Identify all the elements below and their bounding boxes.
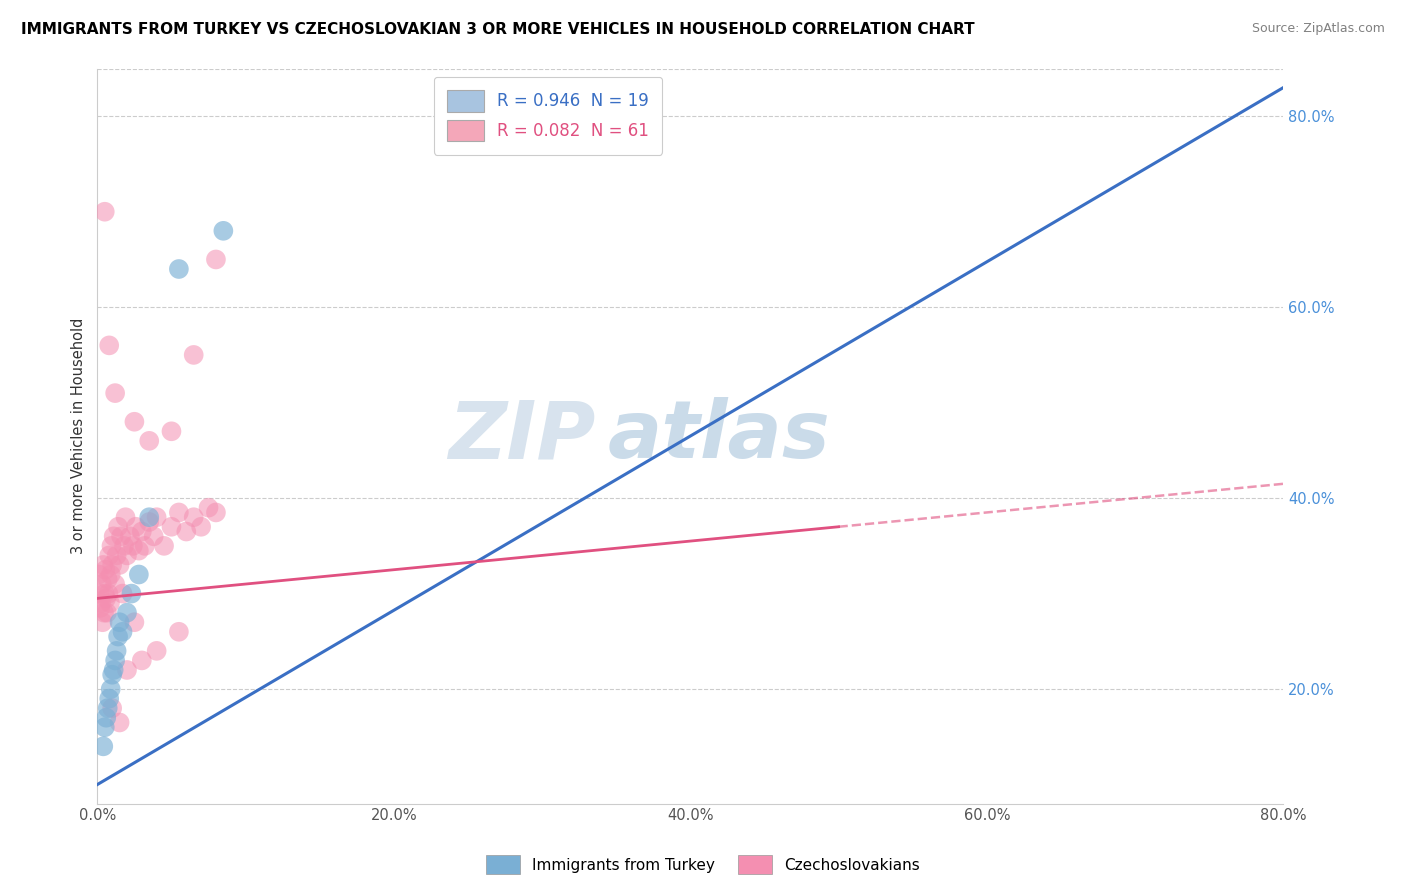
Legend: R = 0.946  N = 19, R = 0.082  N = 61: R = 0.946 N = 19, R = 0.082 N = 61 — [433, 77, 662, 154]
Point — [91, 739, 114, 754]
Point — [105, 644, 128, 658]
Point — [134, 539, 156, 553]
Point — [115, 606, 138, 620]
Point — [94, 586, 117, 600]
Point — [120, 586, 142, 600]
Point — [91, 558, 114, 572]
Point — [104, 386, 127, 401]
Point — [100, 681, 122, 696]
Point — [105, 549, 128, 563]
Point — [160, 520, 183, 534]
Point — [145, 644, 167, 658]
Point — [108, 558, 131, 572]
Point — [212, 224, 235, 238]
Point — [97, 586, 120, 600]
Point — [122, 539, 145, 553]
Point — [96, 606, 118, 620]
Point — [94, 204, 117, 219]
Point — [87, 567, 110, 582]
Point — [108, 615, 131, 630]
Point — [107, 520, 129, 534]
Y-axis label: 3 or more Vehicles in Household: 3 or more Vehicles in Household — [72, 318, 86, 554]
Point — [94, 563, 117, 577]
Point — [183, 510, 205, 524]
Point — [89, 601, 111, 615]
Point — [138, 434, 160, 448]
Point — [101, 558, 124, 572]
Point — [124, 615, 146, 630]
Point — [111, 624, 134, 639]
Point — [97, 572, 120, 586]
Point — [101, 701, 124, 715]
Point — [124, 415, 146, 429]
Point — [115, 663, 138, 677]
Point — [93, 606, 115, 620]
Point — [145, 510, 167, 524]
Point — [128, 543, 150, 558]
Point — [98, 338, 121, 352]
Point — [100, 567, 122, 582]
Point — [91, 615, 114, 630]
Text: ZIP: ZIP — [449, 397, 595, 475]
Point — [97, 701, 120, 715]
Point — [107, 630, 129, 644]
Point — [160, 425, 183, 439]
Point — [167, 505, 190, 519]
Point — [103, 663, 125, 677]
Point — [100, 539, 122, 553]
Point — [153, 539, 176, 553]
Point — [110, 529, 132, 543]
Point — [142, 529, 165, 543]
Point — [96, 591, 118, 606]
Text: atlas: atlas — [607, 397, 830, 475]
Point — [167, 624, 190, 639]
Point — [131, 653, 153, 667]
Point — [111, 586, 134, 600]
Text: IMMIGRANTS FROM TURKEY VS CZECHOSLOVAKIAN 3 OR MORE VEHICLES IN HOUSEHOLD CORREL: IMMIGRANTS FROM TURKEY VS CZECHOSLOVAKIA… — [21, 22, 974, 37]
Point — [96, 711, 118, 725]
Point — [167, 262, 190, 277]
Point — [90, 596, 112, 610]
Point — [197, 500, 219, 515]
Point — [112, 539, 135, 553]
Point — [176, 524, 198, 539]
Point — [98, 596, 121, 610]
Point — [115, 549, 138, 563]
Point — [98, 691, 121, 706]
Point — [108, 715, 131, 730]
Point — [90, 577, 112, 591]
Point — [94, 720, 117, 734]
Point — [205, 252, 228, 267]
Point — [138, 515, 160, 529]
Point — [138, 510, 160, 524]
Point — [190, 520, 212, 534]
Point — [183, 348, 205, 362]
Point — [118, 529, 141, 543]
Point — [104, 577, 127, 591]
Point — [114, 510, 136, 524]
Point — [101, 667, 124, 681]
Text: Source: ZipAtlas.com: Source: ZipAtlas.com — [1251, 22, 1385, 36]
Point — [103, 529, 125, 543]
Point — [125, 520, 148, 534]
Legend: Immigrants from Turkey, Czechoslovakians: Immigrants from Turkey, Czechoslovakians — [481, 849, 925, 880]
Point — [131, 524, 153, 539]
Point — [128, 567, 150, 582]
Point — [205, 505, 228, 519]
Point — [104, 653, 127, 667]
Point — [98, 549, 121, 563]
Point — [89, 586, 111, 600]
